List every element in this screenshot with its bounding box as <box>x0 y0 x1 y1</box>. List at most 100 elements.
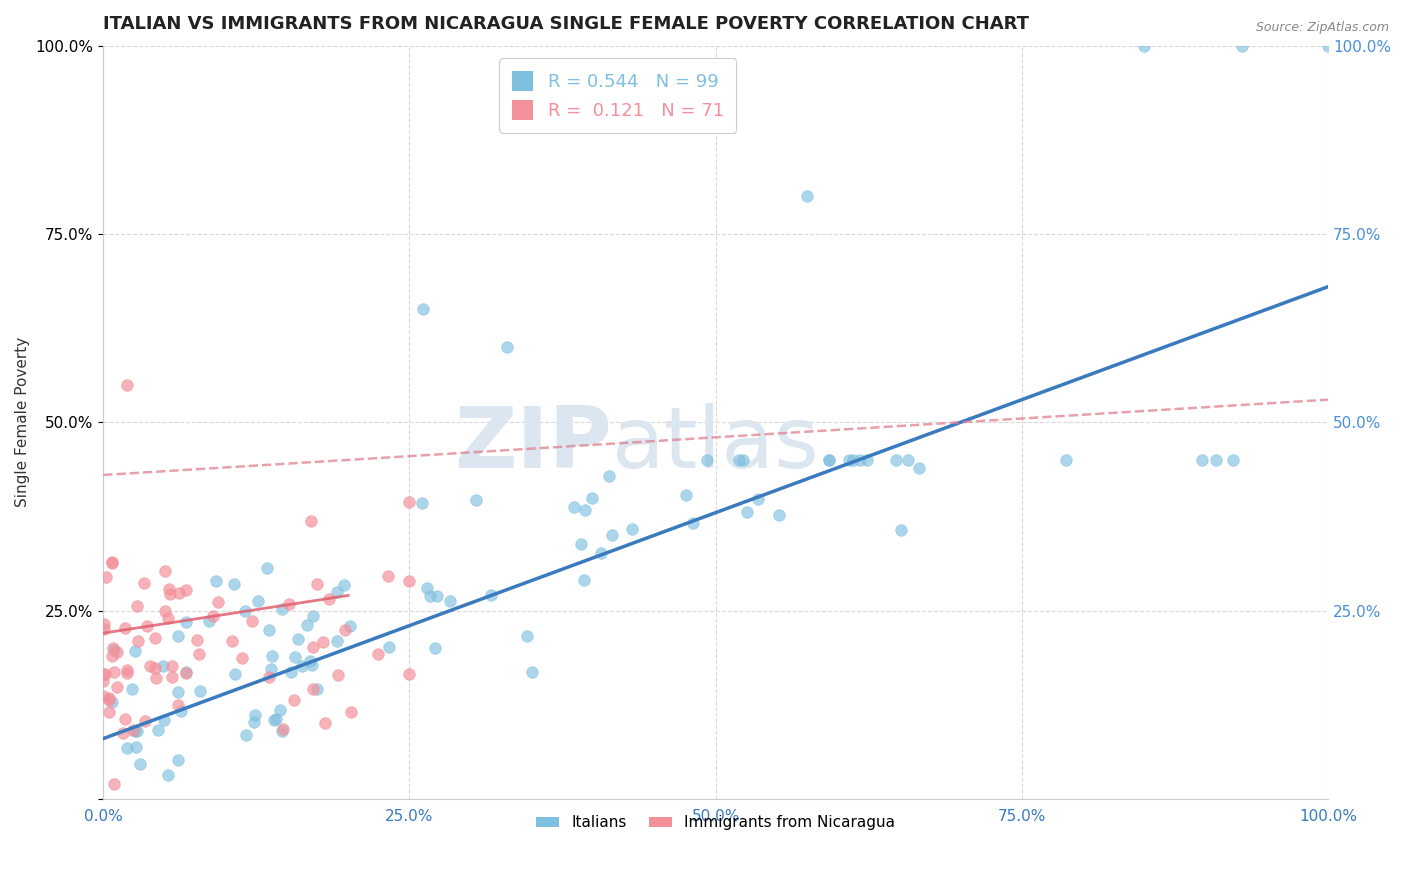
Point <box>145 671 167 685</box>
Point <box>170 704 193 718</box>
Text: ITALIAN VS IMMIGRANTS FROM NICARAGUA SINGLE FEMALE POVERTY CORRELATION CHART: ITALIAN VS IMMIGRANTS FROM NICARAGUA SIN… <box>103 15 1029 33</box>
Point <box>260 662 283 676</box>
Point <box>94 570 117 584</box>
Point <box>908 461 931 475</box>
Point <box>166 753 188 767</box>
Point <box>302 640 325 655</box>
Point <box>495 340 517 354</box>
Point <box>516 629 538 643</box>
Point <box>378 640 401 654</box>
Point <box>256 560 278 574</box>
Point <box>1317 38 1340 53</box>
Point <box>314 715 336 730</box>
Point <box>127 724 149 739</box>
Point <box>398 574 420 588</box>
Point <box>620 522 643 536</box>
Point <box>280 665 302 679</box>
Point <box>277 597 299 611</box>
Point <box>574 573 596 587</box>
Point <box>818 453 841 467</box>
Point <box>124 724 146 739</box>
Point <box>245 707 267 722</box>
Point <box>326 584 349 599</box>
Point <box>97 693 120 707</box>
Point <box>114 712 136 726</box>
Point <box>143 632 166 646</box>
Point <box>682 516 704 531</box>
Point <box>198 614 221 628</box>
Point <box>127 633 149 648</box>
Point <box>105 680 128 694</box>
Point <box>818 453 841 467</box>
Point <box>167 685 190 699</box>
Point <box>1232 38 1254 53</box>
Point <box>100 555 122 569</box>
Point <box>155 604 177 618</box>
Point <box>134 714 156 728</box>
Point <box>398 495 420 509</box>
Point <box>257 670 280 684</box>
Point <box>326 668 349 682</box>
Point <box>768 508 790 522</box>
Point <box>121 681 143 696</box>
Point <box>367 647 389 661</box>
Point <box>423 640 446 655</box>
Point <box>153 713 176 727</box>
Point <box>465 493 488 508</box>
Point <box>174 615 197 629</box>
Point <box>696 453 718 467</box>
Point <box>855 453 877 467</box>
Point <box>263 713 285 727</box>
Point <box>271 724 294 739</box>
Point <box>302 681 325 696</box>
Point <box>235 728 257 742</box>
Point <box>167 698 190 712</box>
Legend: Italians, Immigrants from Nicaragua: Italians, Immigrants from Nicaragua <box>530 809 901 837</box>
Point <box>167 629 190 643</box>
Point <box>312 635 335 649</box>
Point <box>398 667 420 681</box>
Point <box>326 634 349 648</box>
Text: atlas: atlas <box>612 403 820 486</box>
Point <box>333 623 356 637</box>
Point <box>111 726 134 740</box>
Point <box>115 663 138 677</box>
Point <box>675 488 697 502</box>
Point <box>416 581 439 595</box>
Point <box>735 505 758 519</box>
Point <box>849 453 872 467</box>
Point <box>262 648 284 663</box>
Point <box>890 523 912 537</box>
Point <box>727 453 749 467</box>
Point <box>152 659 174 673</box>
Point <box>143 660 166 674</box>
Point <box>160 670 183 684</box>
Point <box>101 556 124 570</box>
Point <box>298 654 321 668</box>
Point <box>101 641 124 656</box>
Point <box>1191 453 1213 467</box>
Point <box>600 528 623 542</box>
Point <box>103 665 125 679</box>
Point <box>153 564 176 578</box>
Point <box>1133 38 1156 53</box>
Point <box>589 546 612 560</box>
Point <box>156 611 179 625</box>
Point <box>224 667 246 681</box>
Point <box>246 593 269 607</box>
Point <box>305 681 328 696</box>
Point <box>271 602 294 616</box>
Point <box>231 651 253 665</box>
Point <box>299 514 322 528</box>
Point <box>174 665 197 680</box>
Point <box>233 604 256 618</box>
Point <box>103 777 125 791</box>
Point <box>167 586 190 600</box>
Point <box>93 616 115 631</box>
Point <box>139 658 162 673</box>
Point <box>838 453 860 467</box>
Point <box>188 684 211 698</box>
Text: ZIP: ZIP <box>454 403 612 486</box>
Point <box>426 589 449 603</box>
Point <box>581 491 603 506</box>
